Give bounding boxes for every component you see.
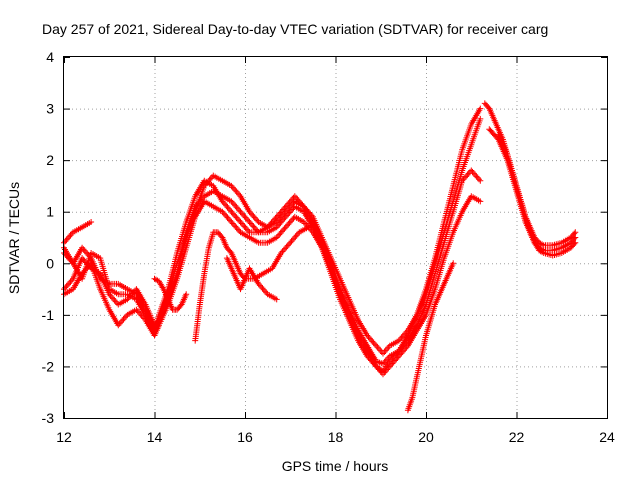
x-tick-label: 24 xyxy=(599,429,615,445)
series-trace-6 xyxy=(404,260,457,414)
x-tick-label: 22 xyxy=(509,429,525,445)
x-tick-label: 16 xyxy=(237,429,253,445)
y-tick-label: -1 xyxy=(42,307,55,323)
y-axis-label: SDTVAR / TECUs xyxy=(6,182,22,294)
y-tick-label: 2 xyxy=(46,152,54,168)
data-point-markers xyxy=(61,219,95,246)
series-trace-8 xyxy=(223,255,280,303)
y-axis-tick-labels: -3 -2 -1 0 1 2 3 4 xyxy=(42,49,55,426)
data-point-markers xyxy=(151,275,190,313)
y-tick-label: 4 xyxy=(46,49,54,65)
y-tick-label: 1 xyxy=(46,204,54,220)
data-point-markers xyxy=(223,255,280,303)
chart-title: Day 257 of 2021, Sidereal Day-to-day VTE… xyxy=(42,21,548,37)
plot-frame xyxy=(63,56,608,419)
series-trace-9 xyxy=(151,275,190,313)
series-trace-7 xyxy=(192,224,312,344)
y-tick-label: 3 xyxy=(46,101,54,117)
data-point-markers xyxy=(495,131,579,259)
data-point-markers xyxy=(404,260,457,414)
x-axis-tick-labels: 12 14 16 18 20 22 24 xyxy=(56,429,615,445)
series-trace-1 xyxy=(61,219,95,246)
y-tick-label: 0 xyxy=(46,255,54,271)
x-tick-label: 20 xyxy=(418,429,434,445)
data-points xyxy=(61,100,579,414)
chart-grid xyxy=(64,57,607,418)
x-tick-label: 12 xyxy=(56,429,72,445)
x-axis-label: GPS time / hours xyxy=(282,458,389,474)
x-tick-label: 14 xyxy=(147,429,163,445)
series-trace-12 xyxy=(495,131,579,259)
data-point-markers xyxy=(192,224,312,344)
y-tick-label: -3 xyxy=(42,410,55,426)
x-tick-label: 18 xyxy=(328,429,344,445)
y-tick-label: -2 xyxy=(42,358,55,374)
